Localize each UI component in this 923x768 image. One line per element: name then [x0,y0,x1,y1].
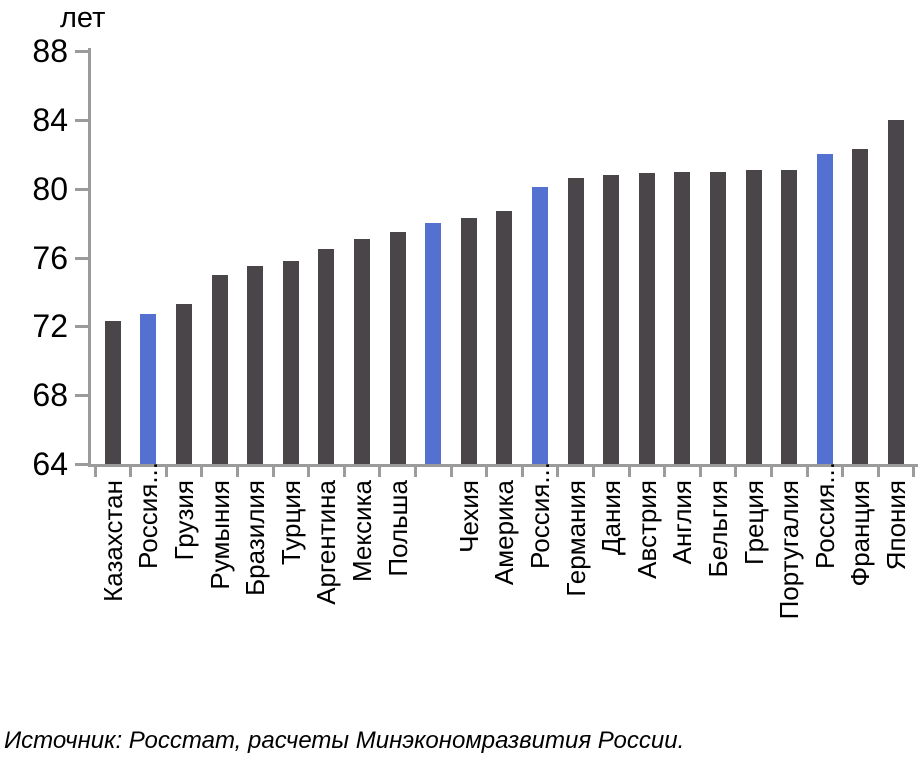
x-category-label-text: Россия... [809,462,840,569]
y-tick-mark [75,394,90,398]
x-category-label-text: Россия... [525,462,555,569]
y-tick-mark [75,119,90,122]
x-tick-mark [627,467,631,477]
x-tick-mark [378,467,382,477]
bar [282,261,299,464]
x-category-label-text: Чехия [453,480,484,553]
x-tick-mark [235,467,239,477]
x-category-label-text: Германия [560,480,591,597]
x-axis-line [88,464,918,467]
y-tick-label: 72 [32,308,68,345]
x-category-label-text: Мексика [347,480,377,583]
bar [638,173,655,464]
x-category-label-text: Россия... [133,462,164,569]
x-tick-mark [271,467,275,477]
y-tick-mark [75,325,90,329]
x-category-label-text: Бельгия [703,480,733,578]
y-tick-label: 88 [32,33,68,70]
x-category-label-text: Дания [596,480,627,556]
y-tick-label: 84 [32,102,68,138]
x-tick-mark [698,467,702,477]
x-tick-mark [841,467,845,477]
bar-highlighted [532,187,548,464]
x-category-label-text: Румыния [204,480,235,590]
bar [603,175,620,464]
y-tick-mark [75,256,90,260]
x-tick-mark [591,467,595,477]
x-tick-mark [734,467,738,477]
bar [496,211,513,464]
bar [211,274,228,464]
bar [389,231,406,464]
x-category-label-text: Грузия [169,480,199,561]
x-category-label-text: Аргентина [311,480,342,605]
x-tick-mark [413,467,417,477]
x-category-label-text: Франция [845,480,876,587]
x-category-label-text: Америка [489,480,520,586]
bar [674,171,691,464]
x-category-label-text: Бразилия [240,480,271,596]
x-tick-mark [805,467,809,477]
y-tick-mark [75,187,90,191]
x-tick-mark [769,467,773,477]
y-tick-mark [75,463,90,466]
bar [247,266,264,464]
bar [710,171,726,464]
bar [781,169,798,464]
bar [888,120,904,464]
x-tick-mark [342,467,346,477]
bar [567,178,584,464]
y-tick-label: 64 [32,446,68,482]
x-category-label-text: Австрия [631,480,662,579]
x-tick-mark [164,467,168,477]
y-axis-unit-label: лет [60,2,106,34]
x-category-label-text: Англия [667,480,698,565]
x-category-label-text: Турция [275,480,306,566]
y-tick-mark [75,50,90,54]
bar [176,304,192,464]
x-tick-mark [449,467,453,477]
x-tick-mark [93,467,97,477]
source-note: Источник: Росстат, расчеты Минэкономразв… [4,727,685,754]
bar [852,149,869,464]
x-tick-mark [200,467,204,477]
x-category-label-text: Япония [881,480,911,571]
x-tick-mark [912,467,916,477]
x-tick-mark [556,467,560,477]
x-tick-mark [876,467,880,477]
x-tick-mark [307,467,311,477]
y-tick-label: 80 [32,170,68,207]
x-tick-mark [663,467,667,477]
x-tick-mark [520,467,524,477]
bar-highlighted [425,223,442,464]
y-tick-label: 68 [32,377,68,414]
x-category-label-text: Португалия [774,480,805,620]
x-tick-mark [485,467,489,477]
x-category-label-text: Польша [382,480,413,577]
bar [318,249,335,464]
x-tick-mark [129,467,133,477]
y-tick-label: 76 [32,239,68,276]
bar-highlighted [816,154,833,464]
bar [354,238,370,464]
bar [104,321,121,464]
bar [745,169,762,464]
x-category-label-text: Греция [738,480,769,566]
x-category-label-text: Казахстан [97,480,128,602]
bar-highlighted [140,314,157,464]
bar [460,218,477,464]
